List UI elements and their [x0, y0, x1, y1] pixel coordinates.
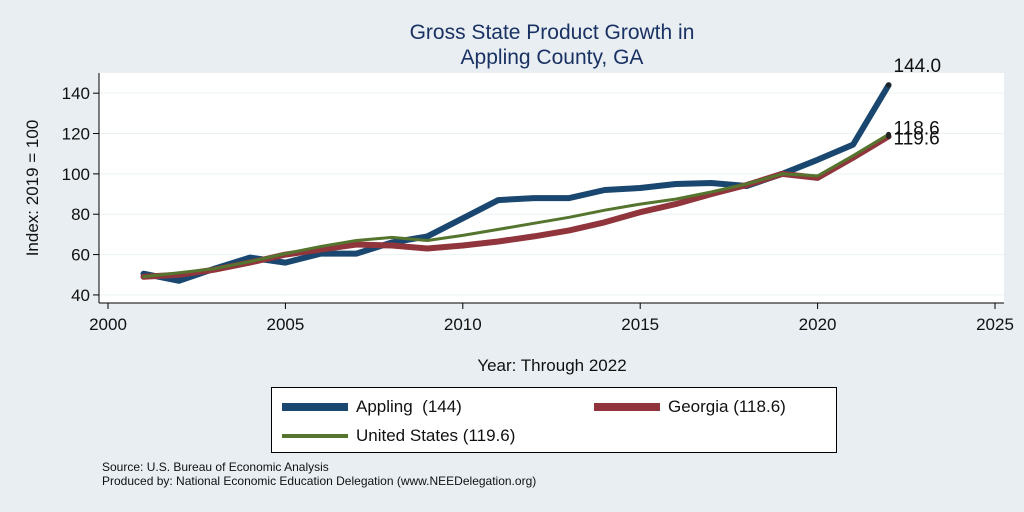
y-tick-label-120: 120 [62, 125, 90, 144]
x-tick-label-2000: 2000 [89, 315, 127, 334]
legend-swatch-united-states [282, 434, 348, 438]
y-tick-label-80: 80 [71, 205, 90, 224]
chart-title: Gross State Product Growth in Appling Co… [0, 20, 1024, 70]
source-line: Source: U.S. Bureau of Economic Analysis [102, 460, 329, 474]
axes: 40 60 80 100 120 140 2000 2005 2010 2015 2020 2025 [62, 73, 1014, 334]
legend: Appling (144) Georgia (118.6) United Sta… [271, 387, 837, 453]
legend-item-appling: Appling (144) [282, 397, 462, 417]
end-marker-united-states [886, 131, 892, 137]
x-axis-label: Year: Through 2022 [477, 356, 627, 375]
gridlines [99, 92, 1004, 296]
end-marker-appling [886, 82, 892, 88]
end-label-appling: 144.0 [894, 56, 942, 77]
producer-line: Produced by: National Economic Education… [102, 474, 537, 488]
legend-swatch-georgia [594, 403, 660, 411]
x-tick-label-2015: 2015 [621, 315, 659, 334]
legend-label-georgia: Georgia (118.6) [668, 397, 786, 416]
x-tick-label-2005: 2005 [266, 315, 304, 334]
legend-item-united-states: United States (119.6) [282, 426, 515, 446]
y-tick-label-100: 100 [62, 165, 90, 184]
legend-item-georgia: Georgia (118.6) [594, 397, 786, 417]
y-tick-label-60: 60 [71, 246, 90, 265]
legend-label-united-states: United States (119.6) [356, 426, 516, 445]
x-tick-label-2025: 2025 [976, 315, 1014, 334]
series-lines [140, 82, 892, 284]
chart-title-line-2: Appling County, GA [460, 46, 644, 69]
legend-swatch-appling [282, 403, 348, 411]
series-line-united-states [142, 132, 891, 279]
y-tick-label-40: 40 [71, 286, 90, 305]
source-note: Source: U.S. Bureau of Economic Analysis… [102, 460, 536, 488]
x-tick-label-2010: 2010 [444, 315, 482, 334]
chart-title-line-1: Gross State Product Growth in [409, 21, 695, 44]
end-label-united-states: 119.6 [894, 128, 940, 149]
y-tick-label-140: 140 [62, 84, 90, 103]
x-tick-label-2020: 2020 [799, 315, 837, 334]
legend-label-appling: Appling (144) [356, 397, 462, 416]
y-axis-label: Index: 2019 = 100 [23, 119, 42, 257]
end-label-georgia: 118.6 [894, 118, 940, 139]
